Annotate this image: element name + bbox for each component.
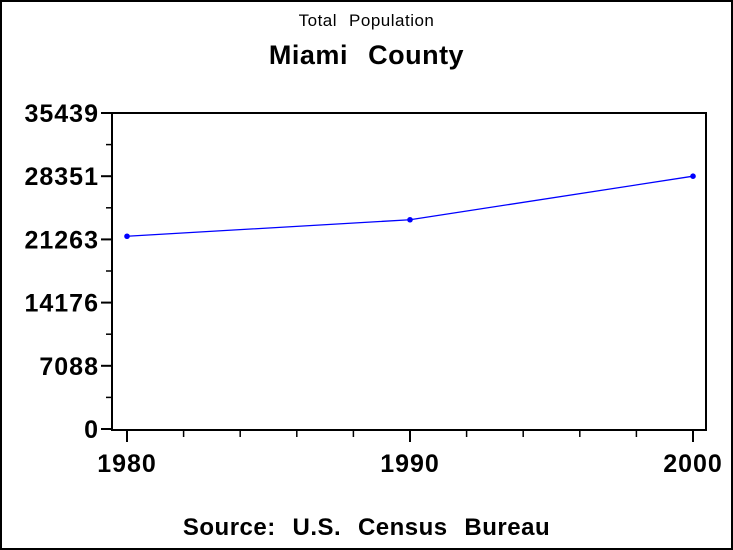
data-point-marker — [690, 173, 696, 180]
y-tick-label: 28351 — [24, 163, 99, 191]
data-point-marker — [407, 216, 413, 223]
chart-subtitle: Miami County — [268, 40, 465, 70]
x-tick-label: 2000 — [663, 450, 723, 478]
y-tick-label: 35439 — [24, 100, 99, 128]
chart-title: Total Population — [298, 11, 435, 30]
x-tick-label: 1980 — [97, 450, 157, 478]
x-tick-label: 1990 — [380, 450, 440, 478]
data-point-marker — [124, 233, 130, 240]
data-line — [126, 175, 694, 237]
source-note: Source: U.S. Census Bureau — [182, 514, 551, 541]
y-tick-label: 0 — [84, 416, 99, 444]
y-tick-label: 7088 — [39, 353, 99, 381]
y-tick-label: 14176 — [24, 290, 99, 318]
y-tick-label: 21263 — [24, 226, 99, 254]
plot-frame — [111, 112, 707, 431]
